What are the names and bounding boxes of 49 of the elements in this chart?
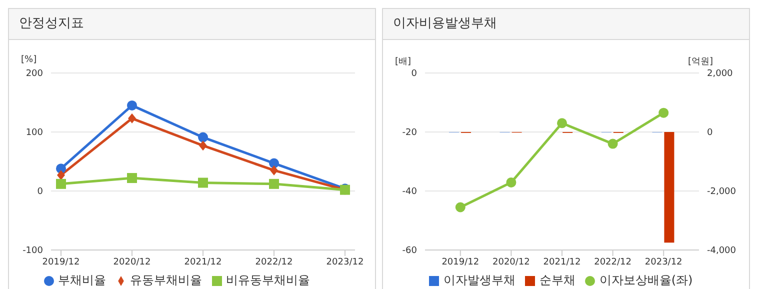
y-tick-label: 0 — [37, 187, 44, 198]
legend-label: 부채비율 — [58, 273, 106, 287]
point — [455, 202, 466, 212]
point — [128, 113, 136, 124]
point — [198, 178, 208, 188]
legend-label: 순부채 — [539, 273, 576, 287]
y-axis-title: [배] — [395, 56, 412, 68]
x-tick-label: 2023/12 — [326, 257, 364, 268]
point — [199, 140, 207, 151]
legend-label: 이자발생부채 — [443, 273, 516, 287]
legend-label: 유동부채비율 — [130, 273, 202, 287]
y-tick-label: -60 — [402, 246, 418, 256]
point — [127, 100, 137, 110]
point — [198, 132, 208, 142]
x-tick-label: 2021/12 — [543, 257, 581, 268]
chart-title: 안정성지표 — [9, 9, 375, 40]
y2-tick-label: -4,000 — [707, 246, 736, 256]
y2-tick-label: -2,000 — [707, 187, 736, 198]
y-tick-label: 0 — [411, 69, 418, 80]
point — [658, 108, 669, 118]
point — [557, 118, 567, 128]
x-tick-label: 2023/12 — [644, 257, 682, 268]
point — [57, 170, 65, 180]
point — [56, 178, 66, 189]
y2-tick-label: 2,000 — [707, 69, 734, 80]
y-tick-label: 200 — [26, 69, 44, 80]
y-tick-label: -20 — [402, 128, 418, 138]
y-tick-label: 100 — [26, 128, 44, 138]
x-tick-label: 2021/12 — [184, 257, 222, 268]
legend-label: 비유동부채비율 — [226, 273, 310, 287]
x-tick-label: 2020/12 — [492, 257, 530, 268]
legend-label: 이자보상배율(좌) — [599, 273, 693, 287]
x-tick-label: 2022/12 — [255, 257, 293, 268]
y-tick-label: -40 — [402, 187, 418, 198]
x-tick-label: 2019/12 — [42, 257, 80, 268]
point — [127, 173, 137, 184]
point — [269, 178, 279, 189]
chart-title: 이자비용발생부채 — [383, 9, 749, 40]
y2-axis-title: [억원] — [688, 56, 713, 68]
y-tick-label: -100 — [22, 246, 44, 256]
point — [269, 158, 279, 168]
x-tick-label: 2022/12 — [594, 257, 632, 268]
point — [608, 138, 618, 149]
y2-tick-label: 0 — [707, 128, 713, 138]
x-tick-label: 2019/12 — [442, 257, 480, 268]
x-tick-label: 2020/12 — [113, 257, 151, 268]
y-axis-title: [%] — [21, 55, 37, 65]
point — [506, 177, 516, 188]
point — [270, 165, 278, 176]
